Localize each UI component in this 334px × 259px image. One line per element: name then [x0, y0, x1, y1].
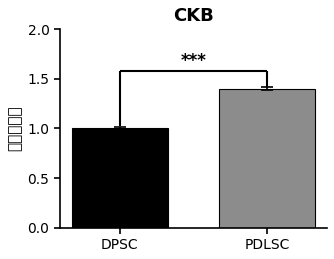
Y-axis label: 蛋白质表达: 蛋白质表达 — [7, 106, 22, 151]
Title: CKB: CKB — [173, 7, 214, 25]
Bar — [219, 89, 315, 228]
Bar — [72, 128, 168, 228]
Text: ***: *** — [181, 52, 206, 70]
